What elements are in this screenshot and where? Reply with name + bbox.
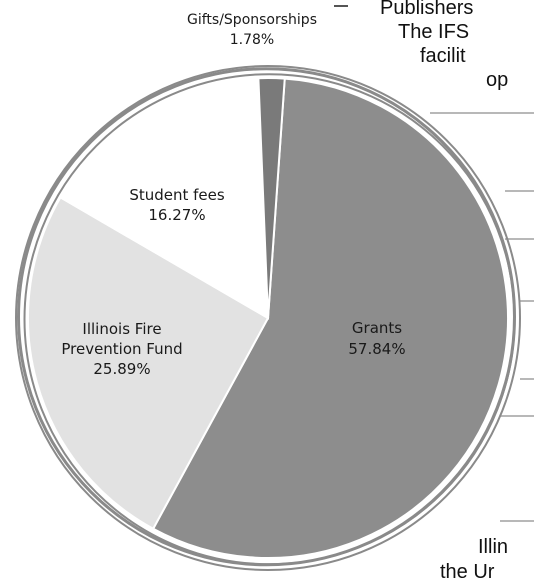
pie-slice-gifts-sponsorships (257, 77, 286, 319)
fire-fund-label-line2: Prevention Fund (61, 340, 182, 358)
grants-label: Grants (352, 319, 402, 337)
pie-slice-grants (151, 77, 509, 559)
page-rule-3 (505, 238, 534, 240)
pie-ring-stroke (23, 73, 516, 566)
student-fees-value: 16.27% (148, 206, 205, 224)
gifts-value: 1.78% (230, 32, 274, 48)
page-rule-5 (520, 378, 534, 380)
page-text-line-3: facilit (420, 45, 466, 67)
pie-ring-stroke (15, 65, 521, 571)
fire-fund-label-line1: Illinois Fire (82, 320, 161, 338)
pie-slice-illinois-fire-prevention-fund (27, 196, 270, 531)
page-rule-4 (520, 300, 534, 302)
page-rule-1 (430, 112, 534, 114)
page-text-line-2: The IFS (398, 21, 470, 43)
page-text-line-4: op (486, 69, 509, 91)
grants-value: 57.84% (348, 340, 405, 358)
gifts-label: Gifts/Sponsorships (187, 12, 317, 28)
page-text-line-5: Illin (478, 536, 509, 558)
page-text-line-1: Publishers (380, 0, 474, 19)
page-text-line-6: the Ur (440, 561, 495, 583)
page-rule-2 (505, 190, 534, 192)
pie-slices (27, 77, 509, 559)
fire-fund-value: 25.89% (93, 360, 150, 378)
page-rule-6 (500, 415, 534, 417)
pie-slice-student-fees (59, 77, 270, 320)
pie-outer-ring (15, 65, 521, 571)
student-fees-label: Student fees (129, 186, 225, 204)
page-rule-7 (500, 520, 534, 522)
